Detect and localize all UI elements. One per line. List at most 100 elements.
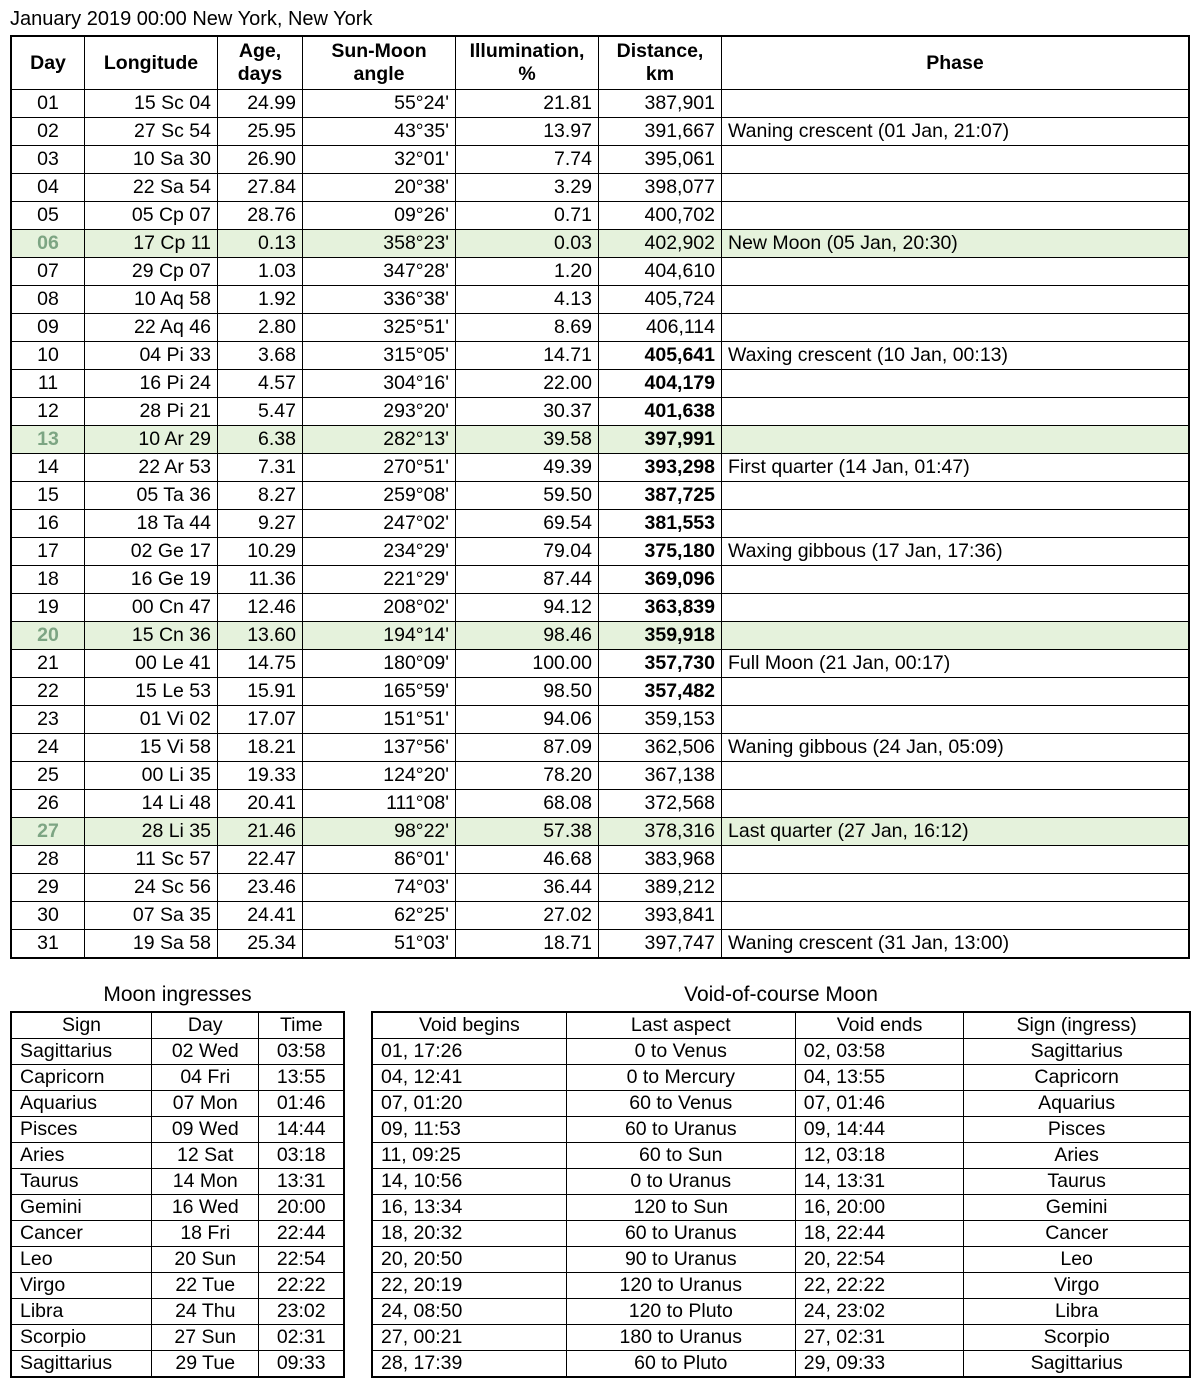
table-cell: 07 Sa 35 xyxy=(85,902,218,930)
table-cell: 18.71 xyxy=(456,930,599,959)
table-row: 07, 01:2060 to Venus07, 01:46Aquarius xyxy=(372,1091,1190,1117)
table-cell: 32°01' xyxy=(303,146,456,174)
lunar-table-body: 0115 Sc 0424.9955°24'21.81387,9010227 Sc… xyxy=(11,90,1189,959)
table-cell: 304°16' xyxy=(303,370,456,398)
table-cell: 3.68 xyxy=(218,342,303,370)
table-cell: 62°25' xyxy=(303,902,456,930)
table-cell xyxy=(722,902,1190,930)
table-row: 1702 Ge 1710.29234°29'79.04375,180Waxing… xyxy=(11,538,1189,566)
table-cell: 22 Ar 53 xyxy=(85,454,218,482)
table-row: 1900 Cn 4712.46208°02'94.12363,839 xyxy=(11,594,1189,622)
table-cell: 124°20' xyxy=(303,762,456,790)
lunar-table-head: DayLongitudeAge,daysSun-MoonangleIllumin… xyxy=(11,36,1189,90)
table-cell: 02 Wed xyxy=(152,1039,259,1065)
table-cell: 358°23' xyxy=(303,230,456,258)
table-cell: Sagittarius xyxy=(11,1351,152,1378)
table-cell: 7.31 xyxy=(218,454,303,482)
table-cell: 28 Pi 21 xyxy=(85,398,218,426)
table-row: 2100 Le 4114.75180°09'100.00357,730Full … xyxy=(11,650,1189,678)
table-cell: 180°09' xyxy=(303,650,456,678)
table-row: 2415 Vi 5818.21137°56'87.09362,506Waning… xyxy=(11,734,1189,762)
table-row: 0227 Sc 5425.9543°35'13.97391,667Waning … xyxy=(11,118,1189,146)
table-cell: 14 xyxy=(11,454,85,482)
table-cell: 10.29 xyxy=(218,538,303,566)
table-cell: 01 Vi 02 xyxy=(85,706,218,734)
table-row: 1228 Pi 215.47293°20'30.37401,638 xyxy=(11,398,1189,426)
table-cell: Capricorn xyxy=(11,1065,152,1091)
table-cell: 14, 10:56 xyxy=(372,1169,566,1195)
table-cell: 3.29 xyxy=(456,174,599,202)
table-row: Aries12 Sat03:18 xyxy=(11,1143,344,1169)
table-cell: Taurus xyxy=(964,1169,1190,1195)
table-cell: 27 Sun xyxy=(152,1325,259,1351)
table-cell xyxy=(722,706,1190,734)
table-cell: 15 Le 53 xyxy=(85,678,218,706)
table-cell xyxy=(722,370,1190,398)
table-cell: 14.75 xyxy=(218,650,303,678)
table-cell: Waning crescent (31 Jan, 13:00) xyxy=(722,930,1190,959)
table-cell: 18 Ta 44 xyxy=(85,510,218,538)
table-cell: 23:02 xyxy=(259,1299,344,1325)
table-cell: 22 xyxy=(11,678,85,706)
table-row: 2924 Sc 5623.4674°03'36.44389,212 xyxy=(11,874,1189,902)
table-cell: 16, 13:34 xyxy=(372,1195,566,1221)
table-cell: 05 Cp 07 xyxy=(85,202,218,230)
table-cell: 8.69 xyxy=(456,314,599,342)
table-cell: 22, 20:19 xyxy=(372,1273,566,1299)
table-cell: 1.20 xyxy=(456,258,599,286)
table-row: 1618 Ta 449.27247°02'69.54381,553 xyxy=(11,510,1189,538)
table-cell: 259°08' xyxy=(303,482,456,510)
table-cell: 01 xyxy=(11,90,85,118)
table-row: 2500 Li 3519.33124°20'78.20367,138 xyxy=(11,762,1189,790)
table-cell: Full Moon (21 Jan, 00:17) xyxy=(722,650,1190,678)
voc-table: Void beginsLast aspectVoid endsSign (ing… xyxy=(371,1011,1191,1378)
table-cell xyxy=(722,174,1190,202)
table-cell: 22:22 xyxy=(259,1273,344,1299)
table-cell: 31 xyxy=(11,930,85,959)
main-col-header: Sun-Moonangle xyxy=(303,36,456,90)
table-cell: 39.58 xyxy=(456,426,599,454)
page-header: January 2019 00:00 New York, New York xyxy=(10,8,1190,31)
table-cell: Scorpio xyxy=(11,1325,152,1351)
table-cell: 46.68 xyxy=(456,846,599,874)
table-cell: 293°20' xyxy=(303,398,456,426)
table-cell: 378,316 xyxy=(599,818,722,846)
table-cell: 391,667 xyxy=(599,118,722,146)
table-cell: 02 Ge 17 xyxy=(85,538,218,566)
table-cell: 11 Sc 57 xyxy=(85,846,218,874)
table-cell: 08 xyxy=(11,286,85,314)
table-cell: 14.71 xyxy=(456,342,599,370)
main-col-header: Day xyxy=(11,36,85,90)
table-cell: 51°03' xyxy=(303,930,456,959)
table-cell: 02:31 xyxy=(259,1325,344,1351)
table-cell: 26.90 xyxy=(218,146,303,174)
table-row: Aquarius07 Mon01:46 xyxy=(11,1091,344,1117)
main-col-header: Illumination,% xyxy=(456,36,599,90)
table-cell: 22 Tue xyxy=(152,1273,259,1299)
table-cell: 363,839 xyxy=(599,594,722,622)
table-cell: 398,077 xyxy=(599,174,722,202)
table-cell: Gemini xyxy=(964,1195,1190,1221)
table-cell: 12, 03:18 xyxy=(795,1143,964,1169)
table-cell: 98.50 xyxy=(456,678,599,706)
table-cell: 404,610 xyxy=(599,258,722,286)
table-cell: 28, 17:39 xyxy=(372,1351,566,1378)
table-row: Leo20 Sun22:54 xyxy=(11,1247,344,1273)
table-cell: 0 to Venus xyxy=(566,1039,795,1065)
table-cell: 13.60 xyxy=(218,622,303,650)
table-row: Virgo22 Tue22:22 xyxy=(11,1273,344,1299)
table-cell: 14:44 xyxy=(259,1117,344,1143)
table-cell: 270°51' xyxy=(303,454,456,482)
table-row: 1422 Ar 537.31270°51'49.39393,298First q… xyxy=(11,454,1189,482)
table-cell xyxy=(722,146,1190,174)
main-col-header: Longitude xyxy=(85,36,218,90)
table-cell: 20°38' xyxy=(303,174,456,202)
table-cell: 359,153 xyxy=(599,706,722,734)
table-cell: New Moon (05 Jan, 20:30) xyxy=(722,230,1190,258)
table-cell: 28 xyxy=(11,846,85,874)
table-cell: Waning crescent (01 Jan, 21:07) xyxy=(722,118,1190,146)
table-row: Gemini16 Wed20:00 xyxy=(11,1195,344,1221)
table-cell: 36.44 xyxy=(456,874,599,902)
table-row: 2811 Sc 5722.4786°01'46.68383,968 xyxy=(11,846,1189,874)
table-row: Sagittarius02 Wed03:58 xyxy=(11,1039,344,1065)
